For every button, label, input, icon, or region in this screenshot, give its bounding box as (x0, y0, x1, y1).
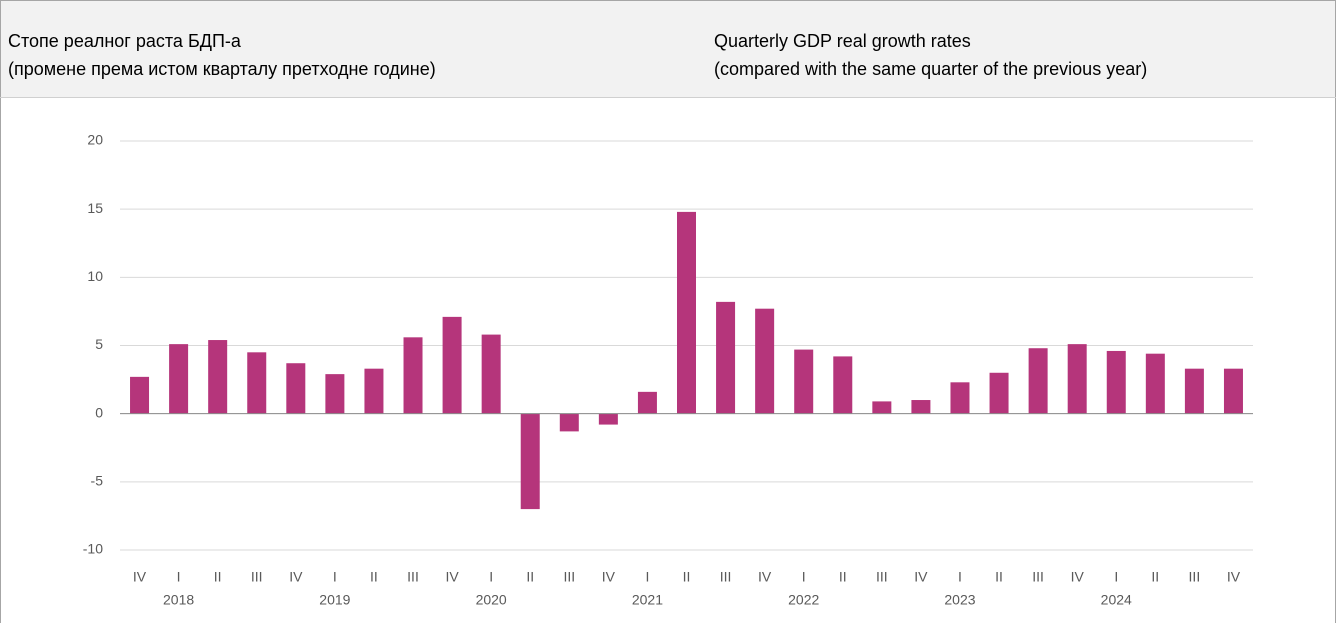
x-tick-label: II (370, 569, 378, 585)
bar (1106, 350, 1126, 414)
year-label: 2024 (1101, 592, 1132, 608)
x-tick-label: IV (289, 569, 303, 585)
x-tick-label: I (645, 569, 649, 585)
y-tick-label: 10 (87, 268, 103, 284)
bar (833, 356, 853, 414)
bar (208, 340, 228, 414)
x-tick-label: IV (758, 569, 772, 585)
x-tick-label: III (1032, 569, 1044, 585)
year-label: 2021 (632, 592, 663, 608)
y-tick-label: -5 (91, 473, 104, 489)
x-tick-label: III (563, 569, 575, 585)
bar (950, 382, 970, 414)
x-tick-label: I (802, 569, 806, 585)
bar (637, 391, 657, 414)
y-tick-label: 0 (95, 404, 103, 420)
bar (481, 334, 501, 414)
bar (598, 413, 618, 425)
x-tick-label: III (720, 569, 732, 585)
bar (130, 376, 150, 414)
year-label: 2020 (476, 592, 507, 608)
x-tick-label: II (839, 569, 847, 585)
x-tick-label: I (1114, 569, 1118, 585)
title-sr: (промене према истом кварталу претходне … (8, 59, 436, 79)
bar (247, 352, 267, 414)
bar (520, 413, 540, 510)
x-tick-label: IV (602, 569, 616, 585)
x-tick-label: II (526, 569, 534, 585)
bar (1145, 353, 1165, 414)
title-en: Quarterly GDP real growth rates (714, 31, 971, 51)
x-tick-label: II (214, 569, 222, 585)
x-tick-label: III (407, 569, 419, 585)
year-label: 2023 (944, 592, 975, 608)
bar (364, 368, 384, 414)
x-tick-label: III (1189, 569, 1201, 585)
bar (794, 349, 814, 414)
x-tick-label: II (995, 569, 1003, 585)
title-sr: Стопе реалног раста БДП-а (8, 31, 242, 51)
x-tick-label: I (177, 569, 181, 585)
x-tick-label: IV (1227, 569, 1241, 585)
x-tick-label: IV (1071, 569, 1085, 585)
bar (325, 374, 345, 414)
bar (403, 337, 423, 414)
y-tick-label: 5 (95, 336, 103, 352)
x-tick-label: I (958, 569, 962, 585)
year-label: 2018 (163, 592, 194, 608)
x-tick-label: IV (445, 569, 459, 585)
bar (911, 400, 931, 414)
header (1, 1, 1335, 97)
bar (1067, 344, 1087, 414)
x-tick-label: II (1151, 569, 1159, 585)
x-tick-label: II (683, 569, 691, 585)
bar (1223, 368, 1243, 414)
year-label: 2019 (319, 592, 350, 608)
x-tick-label: III (876, 569, 888, 585)
bar (716, 301, 736, 414)
y-tick-label: 20 (87, 132, 103, 148)
bar (286, 363, 306, 414)
y-tick-label: 15 (87, 200, 103, 216)
x-tick-label: IV (914, 569, 928, 585)
x-tick-label: III (251, 569, 263, 585)
bar (1184, 368, 1204, 414)
bar (989, 372, 1009, 414)
title-en: (compared with the same quarter of the p… (714, 59, 1147, 79)
y-tick-label: -10 (83, 541, 103, 557)
x-tick-label: I (333, 569, 337, 585)
x-tick-label: I (489, 569, 493, 585)
bar (872, 401, 892, 414)
x-tick-label: IV (133, 569, 147, 585)
bar (169, 344, 189, 414)
bar (755, 308, 775, 414)
bar (677, 211, 696, 414)
year-label: 2022 (788, 592, 819, 608)
bar (559, 413, 579, 432)
bar (1028, 348, 1048, 414)
bar (442, 316, 462, 414)
